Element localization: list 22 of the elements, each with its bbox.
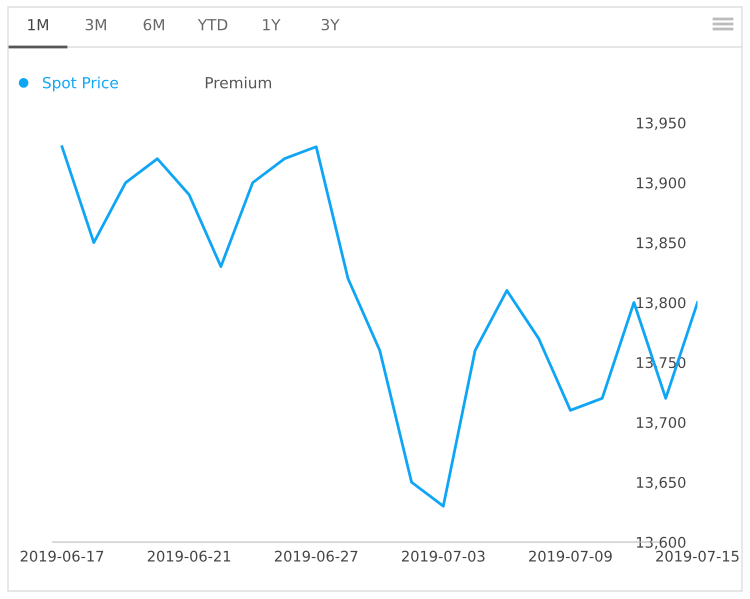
x-tick-label: 2019-07-09 <box>529 550 612 562</box>
x-tick-label: 2019-07-03 <box>402 550 485 562</box>
y-tick-label: 13,600 <box>636 536 686 550</box>
y-tick-label: 13,800 <box>636 297 686 310</box>
legend-label: Spot Price <box>42 76 118 92</box>
legend-label: Premium <box>206 76 272 88</box>
line-series <box>60 145 698 508</box>
x-tick-label: 2019-06-27 <box>274 550 358 562</box>
text: 6M <box>144 18 164 30</box>
text: YTD <box>198 19 228 30</box>
y-tick-label: 13,850 <box>636 237 686 250</box>
text: 1Y <box>263 19 281 30</box>
y-tick-label: 13,900 <box>636 177 686 190</box>
y-tick-label: 13,950 <box>636 118 686 130</box>
text: 1M <box>28 19 48 30</box>
x-tick-label: 2019-06-21 <box>148 550 230 562</box>
x-tick-label: 2019-06-17 <box>20 550 104 562</box>
text: 3Y <box>322 18 340 30</box>
y-tick-label: 13,700 <box>636 417 686 430</box>
x-tick-label: 2019-07-15 <box>656 550 739 562</box>
y-tick-label: 13,650 <box>636 476 686 490</box>
text: 3M <box>86 18 106 30</box>
